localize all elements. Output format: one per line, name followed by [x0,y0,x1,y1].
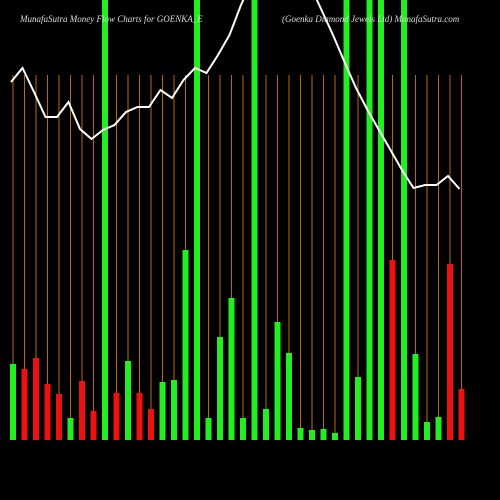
bar [21,369,28,440]
line-layer [10,0,461,190]
bar [355,377,361,440]
bar [228,298,235,440]
bars [10,0,465,440]
bar [102,0,108,440]
bar [366,0,373,440]
bar [447,264,453,440]
bar [332,433,338,440]
bar [320,429,327,440]
bar [205,418,212,440]
bar [412,354,419,440]
bar [389,260,396,440]
bar [240,418,246,440]
bar [297,428,304,440]
bar [263,409,269,440]
bar [148,409,154,440]
bar [435,417,442,440]
bar [458,389,465,440]
bar [217,337,223,440]
bar [343,0,350,440]
chart-title: MunafaSutra Money Flow Charts for GOENKA… [19,14,203,24]
bar [286,353,292,440]
chart-subtitle: (Goenka Diamond Jewels Ltd) MunafaSutra.… [282,14,460,24]
bar [182,250,189,440]
bar [194,0,200,440]
money-flow-line [10,0,461,190]
bar [251,0,258,440]
bar [67,418,74,440]
bar [90,411,97,440]
bar [33,358,39,440]
bar [113,393,120,440]
bar [401,0,407,440]
bar [378,0,384,440]
bar [56,394,62,440]
bar [309,430,315,440]
bar [125,361,131,440]
bar [44,384,51,440]
bar [10,364,16,440]
bar [424,422,430,440]
bar [274,322,281,440]
bar [159,382,166,440]
bar [79,381,85,440]
bar [171,380,177,440]
bar [136,393,143,440]
